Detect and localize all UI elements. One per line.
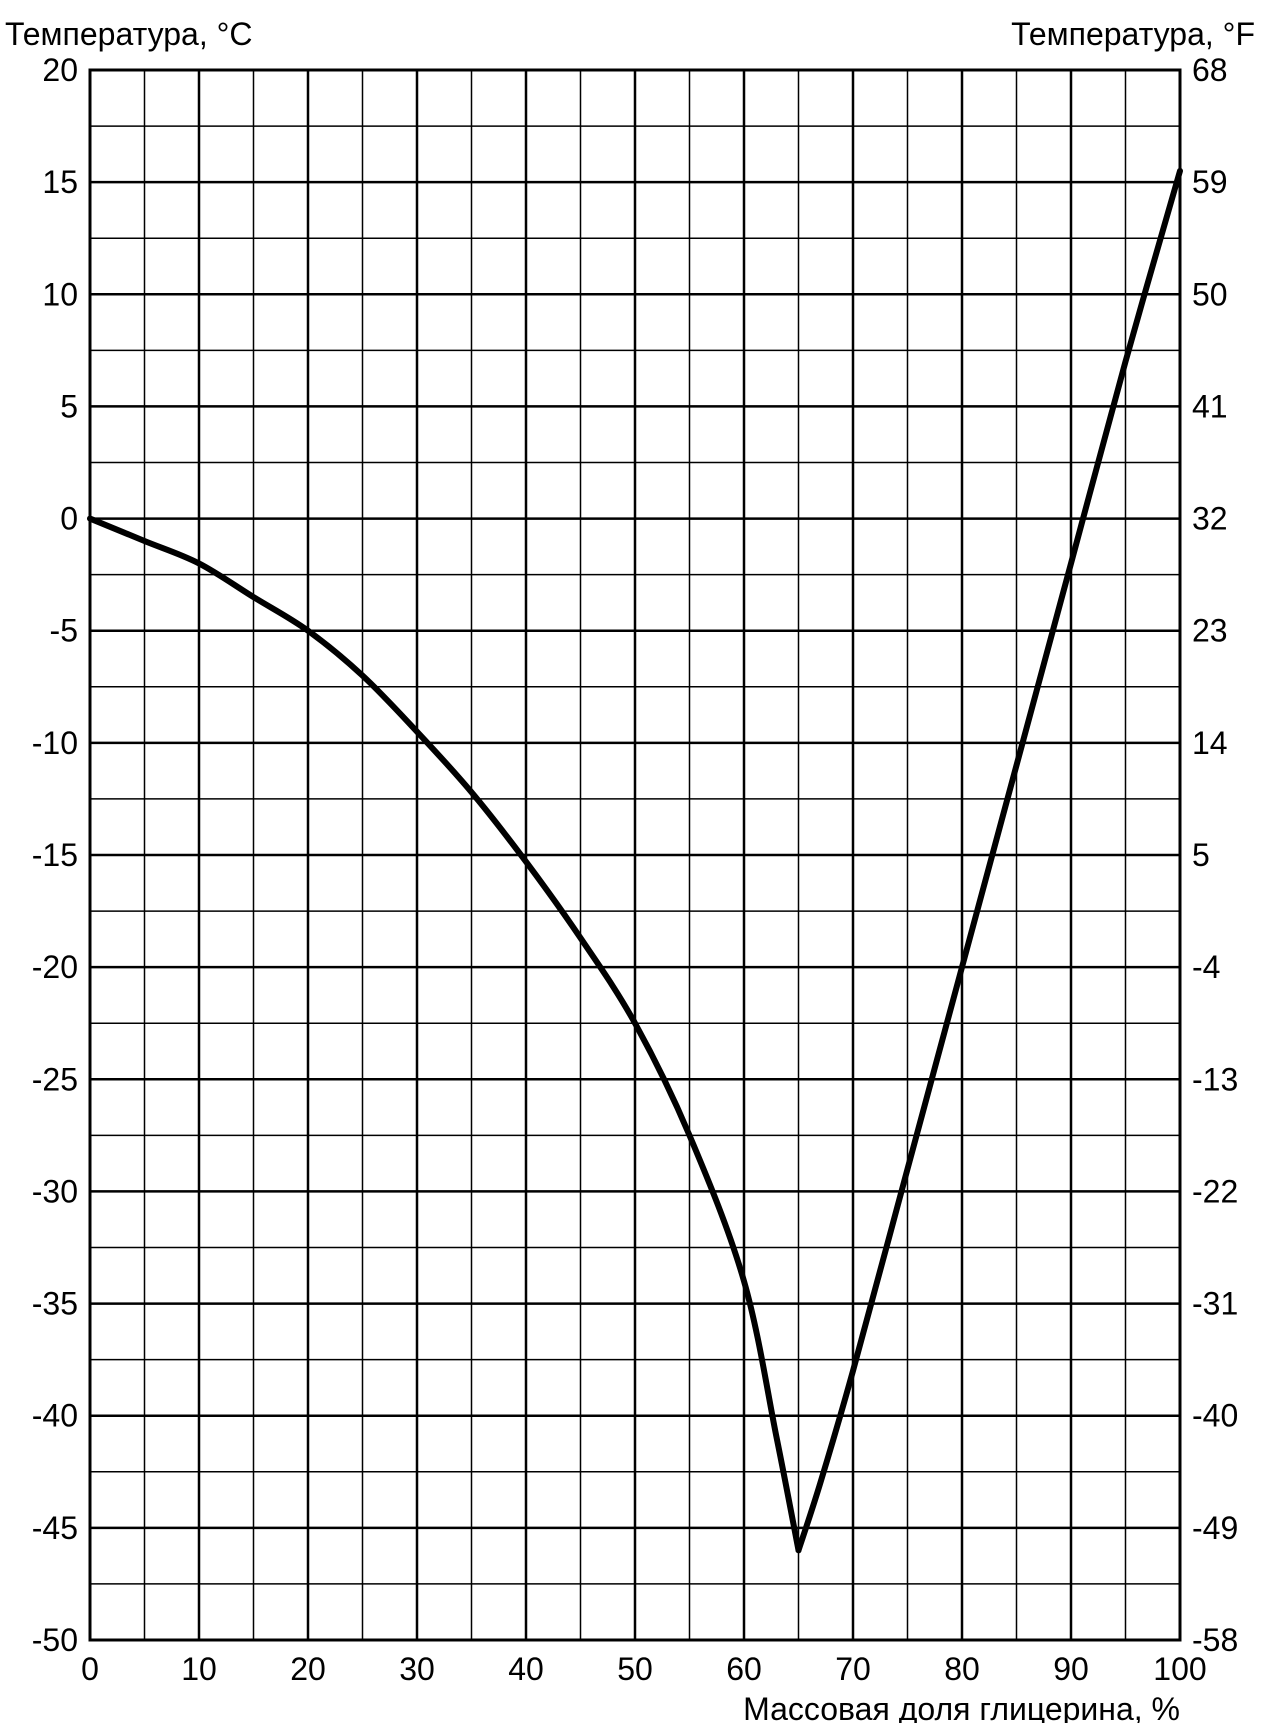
x-tick-label: 90 <box>1053 1651 1089 1687</box>
y-left-tick-label: -50 <box>32 1622 78 1658</box>
y-left-tick-label: 0 <box>60 501 78 537</box>
y-left-tick-label: -45 <box>32 1510 78 1546</box>
y-left-tick-label: 5 <box>60 388 78 424</box>
x-tick-label: 0 <box>81 1651 99 1687</box>
y-left-title: Температура, °C <box>5 16 253 52</box>
y-left-tick-label: -15 <box>32 837 78 873</box>
x-tick-label: 50 <box>617 1651 653 1687</box>
y-left-tick-label: -35 <box>32 1286 78 1322</box>
y-right-tick-label: -4 <box>1192 949 1220 985</box>
x-title: Массовая доля глицерина, % <box>743 1691 1180 1723</box>
x-tick-label: 70 <box>835 1651 871 1687</box>
y-right-tick-label: -40 <box>1192 1398 1238 1434</box>
y-right-tick-label: 50 <box>1192 276 1228 312</box>
y-right-tick-label: 41 <box>1192 388 1228 424</box>
y-right-tick-label: 68 <box>1192 52 1228 88</box>
grid <box>90 70 1180 1640</box>
y-left-tick-label: -20 <box>32 949 78 985</box>
x-tick-label: 10 <box>181 1651 217 1687</box>
y-right-tick-label: -13 <box>1192 1061 1238 1097</box>
y-right-tick-label: 32 <box>1192 501 1228 537</box>
y-right-tick-label: 59 <box>1192 164 1228 200</box>
freezing-point-chart: 20151050-5-10-15-20-25-30-35-40-45-50685… <box>0 0 1261 1723</box>
chart-container: 20151050-5-10-15-20-25-30-35-40-45-50685… <box>0 0 1261 1723</box>
x-tick-label: 40 <box>508 1651 544 1687</box>
y-left-tick-label: 20 <box>42 52 78 88</box>
y-right-tick-label: -22 <box>1192 1173 1238 1209</box>
x-tick-label: 30 <box>399 1651 435 1687</box>
y-right-tick-label: -49 <box>1192 1510 1238 1546</box>
y-left-tick-label: -40 <box>32 1398 78 1434</box>
x-tick-label: 100 <box>1153 1651 1206 1687</box>
y-left-tick-label: -30 <box>32 1173 78 1209</box>
y-left-tick-label: 10 <box>42 276 78 312</box>
y-left-tick-label: -10 <box>32 725 78 761</box>
y-right-tick-label: 14 <box>1192 725 1228 761</box>
y-right-tick-label: 23 <box>1192 613 1228 649</box>
y-left-tick-label: -25 <box>32 1061 78 1097</box>
y-right-title: Температура, °F <box>1011 16 1255 52</box>
y-right-tick-label: 5 <box>1192 837 1210 873</box>
x-tick-label: 80 <box>944 1651 980 1687</box>
y-left-tick-label: 15 <box>42 164 78 200</box>
x-tick-label: 60 <box>726 1651 762 1687</box>
x-tick-label: 20 <box>290 1651 326 1687</box>
y-right-tick-label: -31 <box>1192 1286 1238 1322</box>
y-left-tick-label: -5 <box>50 613 78 649</box>
